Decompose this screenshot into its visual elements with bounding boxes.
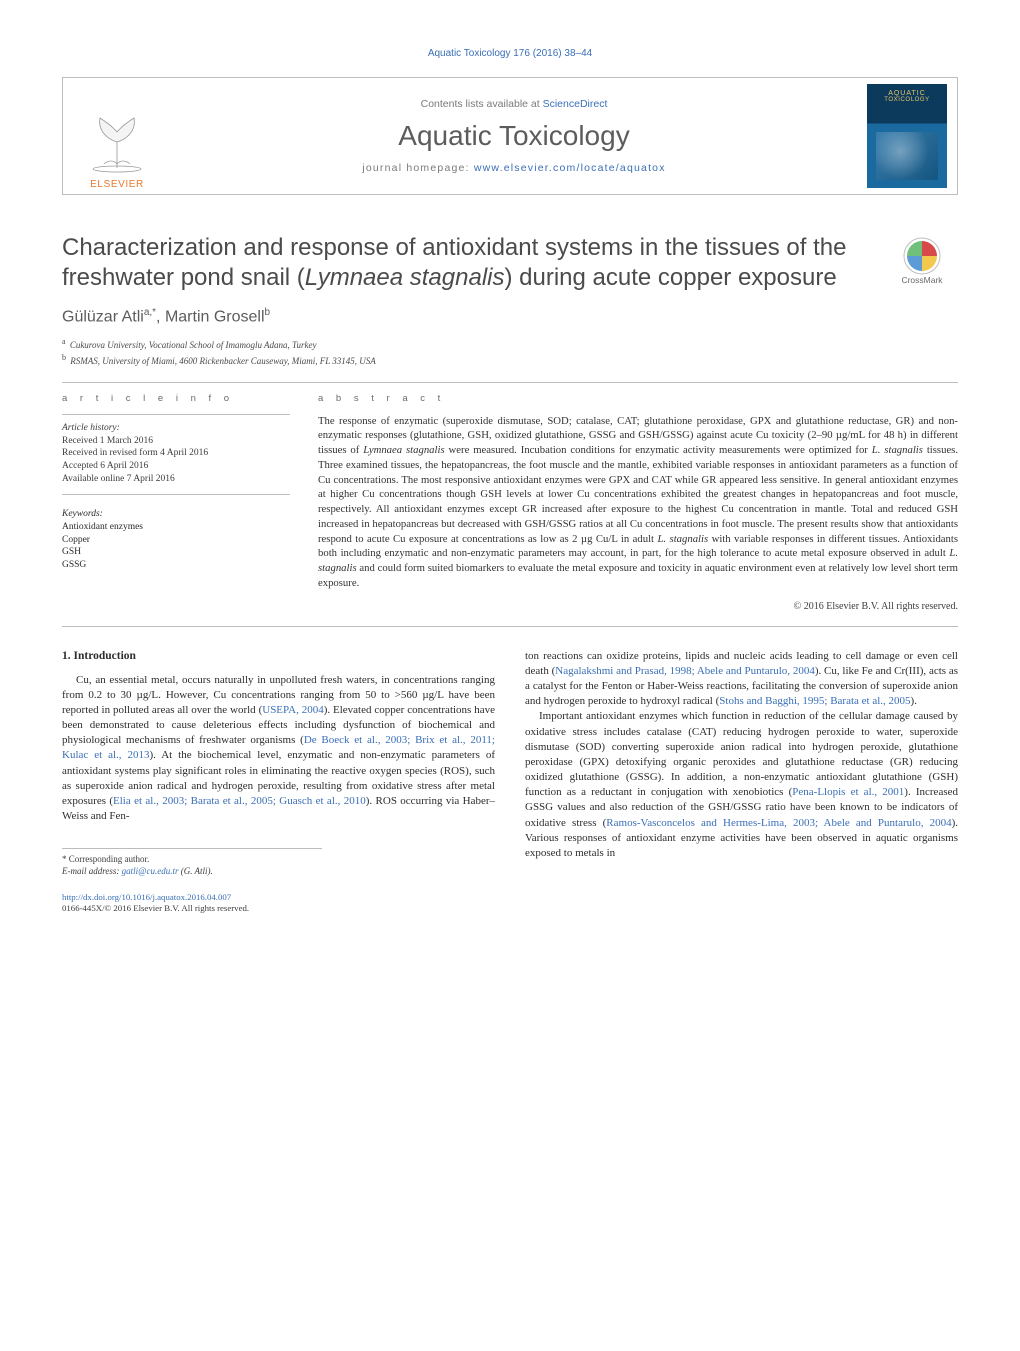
email-tail: (G. Atli). [178, 866, 212, 876]
keywords-heading: Keywords: [62, 509, 290, 519]
rule-top [62, 382, 958, 383]
issn-copyright: 0166-445X/© 2016 Elsevier B.V. All right… [62, 903, 495, 914]
affiliation: a Cukurova University, Vocational School… [62, 336, 958, 352]
abstract-heading: a b s t r a c t [318, 393, 958, 404]
article-info-col: a r t i c l e i n f o Article history: R… [62, 393, 290, 612]
cover-image-placeholder [876, 132, 938, 180]
abs-ital-1: Lymnaea stagnalis [363, 444, 444, 456]
history-lines: Received 1 March 2016Received in revised… [62, 435, 290, 486]
citation-link[interactable]: USEPA, 2004 [262, 704, 323, 716]
article-title: Characterization and response of antioxi… [62, 233, 886, 293]
footnote-block: * Corresponding author. E-mail address: … [62, 848, 322, 877]
affiliation: b RSMAS, University of Miami, 4600 Ricke… [62, 352, 958, 368]
kw-rule [62, 494, 290, 495]
abs-seg: and could form suited biomarkers to eval… [318, 562, 958, 589]
citation-link[interactable]: Ramos-Vasconcelos and Hermes-Lima, 2003;… [606, 817, 951, 829]
homepage-link[interactable]: www.elsevier.com/locate/aquatox [474, 162, 666, 174]
abstract-text: The response of enzymatic (superoxide di… [318, 414, 958, 591]
keyword: Antioxidant enzymes [62, 521, 290, 534]
citation-link[interactable]: Stohs and Bagghi, 1995; Barata et al., 2… [719, 695, 910, 707]
abs-seg: tissues. Three examined tissues, the hep… [318, 444, 958, 545]
citation-link[interactable]: Elia et al., 2003; Barata et al., 2005; … [113, 795, 366, 807]
email-line: E-mail address: gatli@cu.edu.tr (G. Atli… [62, 865, 322, 877]
publisher-name: ELSEVIER [90, 179, 144, 190]
history-line: Available online 7 April 2016 [62, 473, 290, 486]
crossmark-badge[interactable]: CrossMark [886, 237, 958, 285]
sciencedirect-link[interactable]: ScienceDirect [543, 98, 608, 110]
journal-name: Aquatic Toxicology [398, 120, 629, 152]
contents-line: Contents lists available at ScienceDirec… [421, 98, 608, 110]
cover-word-1: AQUATIC [888, 90, 926, 97]
homepage-line: journal homepage: www.elsevier.com/locat… [362, 162, 665, 174]
keywords-list: Antioxidant enzymesCopperGSHGSSG [62, 521, 290, 572]
body-paragraph: ton reactions can oxidize proteins, lipi… [525, 649, 958, 710]
journal-banner: ELSEVIER Contents lists available at Sci… [62, 77, 958, 195]
article-info-heading: a r t i c l e i n f o [62, 393, 290, 404]
body-seg: ). [911, 695, 917, 707]
title-species: Lymnaea stagnalis [305, 264, 505, 291]
history-line: Received in revised form 4 April 2016 [62, 447, 290, 460]
elsevier-tree-icon [81, 105, 153, 177]
keyword: GSSG [62, 559, 290, 572]
email-link[interactable]: gatli@cu.edu.tr [122, 866, 179, 876]
homepage-prefix: journal homepage: [362, 162, 474, 174]
keyword: Copper [62, 534, 290, 547]
body-paragraph: Important antioxidant enzymes which func… [525, 709, 958, 861]
body-col-right: ton reactions can oxidize proteins, lipi… [525, 649, 958, 915]
contents-prefix: Contents lists available at [421, 98, 543, 110]
banner-center: Contents lists available at ScienceDirec… [171, 78, 857, 194]
running-head: Aquatic Toxicology 176 (2016) 38–44 [62, 48, 958, 59]
citation-link[interactable]: Nagalakshmi and Prasad, 1998; Abele and … [555, 665, 815, 677]
copyright-line: © 2016 Elsevier B.V. All rights reserved… [318, 601, 958, 612]
email-label: E-mail address: [62, 866, 122, 876]
cover-word-2: TOXICOLOGY [884, 97, 930, 103]
corresponding-author: * Corresponding author. [62, 853, 322, 865]
journal-cover-thumb: AQUATIC TOXICOLOGY [867, 84, 947, 188]
publisher-block: ELSEVIER [63, 78, 171, 194]
cover-thumb-wrap: AQUATIC TOXICOLOGY [857, 78, 957, 194]
section-heading-1: 1. Introduction [62, 649, 495, 665]
history-heading: Article history: [62, 423, 290, 433]
abs-seg: were measured. Incubation conditions for… [445, 444, 872, 456]
doi-link[interactable]: http://dx.doi.org/10.1016/j.aquatox.2016… [62, 892, 231, 902]
body-paragraph: Cu, an essential metal, occurs naturally… [62, 673, 495, 825]
crossmark-icon [903, 237, 941, 275]
history-line: Accepted 6 April 2016 [62, 460, 290, 473]
body-col-left: 1. Introduction Cu, an essential metal, … [62, 649, 495, 915]
citation-link[interactable]: Pena-Llopis et al., 2001 [792, 786, 904, 798]
rule-bottom [62, 626, 958, 627]
affiliations: a Cukurova University, Vocational School… [62, 336, 958, 367]
abstract-col: a b s t r a c t The response of enzymati… [318, 393, 958, 612]
abs-ital-3: L. stagnalis [657, 533, 708, 545]
info-rule [62, 414, 290, 415]
title-post: ) during acute copper exposure [504, 264, 836, 291]
keyword: GSH [62, 546, 290, 559]
crossmark-label: CrossMark [901, 275, 942, 285]
authors-line: Gülüzar Atlia,*, Martin Grosellb [62, 307, 958, 326]
history-line: Received 1 March 2016 [62, 435, 290, 448]
doi-block: http://dx.doi.org/10.1016/j.aquatox.2016… [62, 892, 495, 915]
abs-ital-2: L. stagnalis [872, 444, 923, 456]
